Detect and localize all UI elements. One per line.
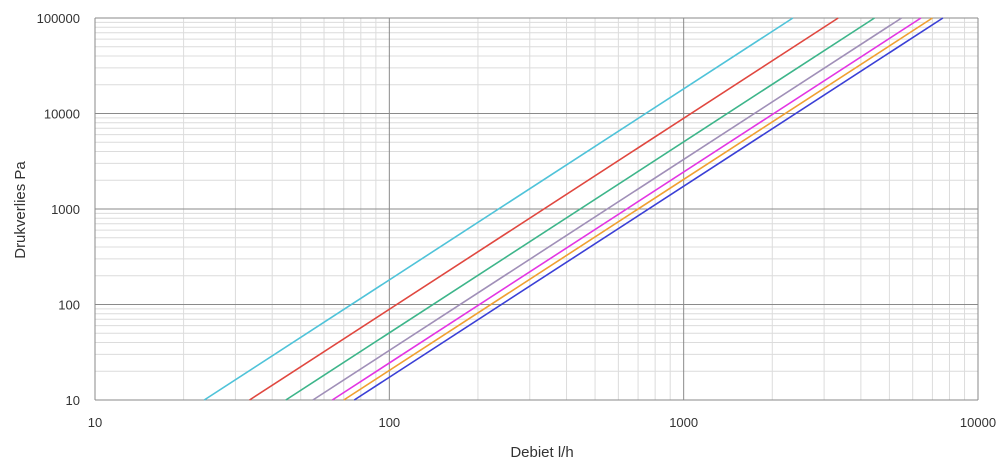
series-line-5 — [331, 17, 922, 401]
y-tick-label: 10 — [66, 393, 80, 408]
y-tick-label: 100 — [58, 298, 80, 313]
series-line-6 — [343, 17, 933, 401]
y-tick-labels: 10 100 1000 10000 100000 — [37, 11, 80, 408]
x-tick-label: 10000 — [960, 415, 996, 430]
series-line-1 — [203, 17, 794, 401]
series-lines — [203, 17, 944, 401]
x-tick-label: 10 — [88, 415, 102, 430]
x-tick-label: 100 — [378, 415, 400, 430]
series-line-2 — [249, 17, 839, 401]
x-axis-title: Debiet l/h — [510, 444, 573, 461]
y-tick-label: 10000 — [44, 107, 80, 122]
series-line-3 — [285, 17, 875, 401]
y-axis-title: Drukverlies Pa — [12, 161, 29, 259]
y-tick-label: 100000 — [37, 11, 80, 26]
series-line-7 — [353, 17, 944, 401]
x-tick-label: 1000 — [669, 415, 698, 430]
x-tick-labels: 10 100 1000 10000 — [88, 415, 996, 430]
series-line-4 — [312, 17, 903, 401]
y-tick-label: 1000 — [51, 202, 80, 217]
major-gridlines — [94, 17, 979, 401]
